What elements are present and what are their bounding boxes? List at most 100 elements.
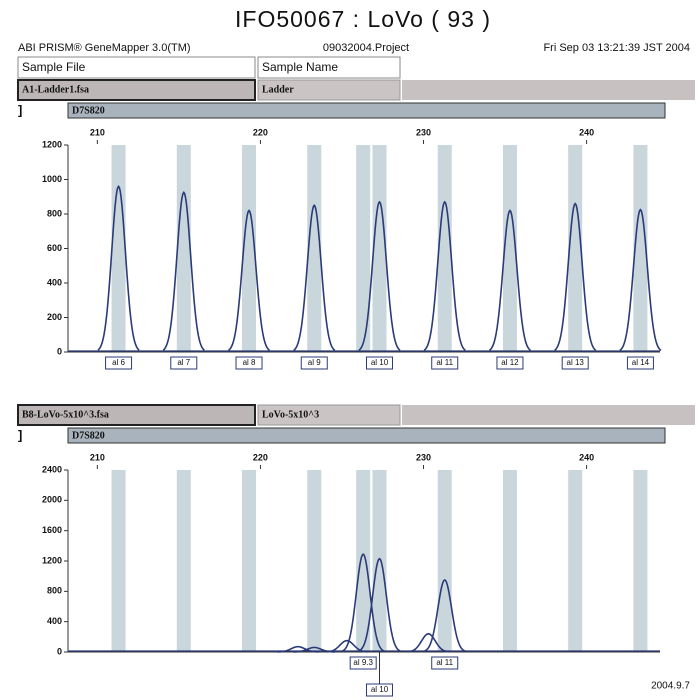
allele-bin bbox=[242, 470, 257, 652]
y-tick-label: 400 bbox=[47, 277, 62, 287]
date: Fri Sep 03 13:21:39 JST 2004 bbox=[543, 42, 690, 54]
y-tick-label: 1600 bbox=[42, 525, 62, 535]
row-filler bbox=[402, 405, 695, 425]
bracket: ] bbox=[18, 427, 22, 442]
allele-label: al 10 bbox=[371, 685, 389, 694]
peak bbox=[97, 184, 140, 351]
allele-label: al 12 bbox=[501, 358, 519, 367]
y-tick-label: 2400 bbox=[42, 464, 62, 474]
peak bbox=[358, 200, 401, 351]
sample-name-box bbox=[257, 79, 401, 101]
y-tick-label: 0 bbox=[57, 346, 62, 356]
allele-label: al 14 bbox=[632, 358, 650, 367]
y-tick-label: 800 bbox=[47, 208, 62, 218]
allele-bin bbox=[633, 145, 648, 352]
allele-label-box bbox=[431, 356, 459, 370]
page-title: IFO50067 : LoVo ( 93 ) bbox=[235, 6, 491, 32]
x-tick-label: 210 bbox=[90, 127, 105, 137]
allele-bin bbox=[568, 470, 583, 652]
peak bbox=[342, 553, 385, 652]
allele-label: al 8 bbox=[243, 358, 256, 367]
allele-label-box bbox=[365, 683, 393, 697]
sample-name: LoVo-5x10^3 bbox=[262, 409, 319, 420]
marker-bar bbox=[67, 427, 666, 444]
allele-bin bbox=[242, 145, 257, 352]
y-tick-label: 1200 bbox=[42, 139, 62, 149]
column-header: Sample File bbox=[22, 60, 86, 74]
allele-label-box bbox=[349, 656, 377, 670]
allele-bin bbox=[307, 145, 322, 352]
peak bbox=[407, 632, 450, 653]
sample-file-box bbox=[17, 79, 256, 101]
allele-bin bbox=[437, 145, 452, 352]
allele-label-box bbox=[365, 356, 393, 370]
y-tick-label: 0 bbox=[57, 646, 62, 656]
allele-bin bbox=[307, 470, 322, 652]
allele-bin bbox=[356, 145, 371, 352]
sample-file: B8-LoVo-5x10^3.fsa bbox=[22, 409, 109, 420]
bracket: ] bbox=[18, 102, 22, 117]
allele-label: al 6 bbox=[112, 358, 125, 367]
marker: D7S820 bbox=[72, 430, 105, 441]
column-header: Sample Name bbox=[262, 60, 338, 74]
software: ABI PRISM® GeneMapper 3.0(TM) bbox=[18, 42, 191, 54]
allele-label-box bbox=[300, 356, 328, 370]
y-tick-label: 600 bbox=[47, 243, 62, 253]
sample-name: Ladder bbox=[262, 84, 294, 95]
y-tick-label: 400 bbox=[47, 616, 62, 626]
peak bbox=[423, 579, 466, 652]
allele-bin bbox=[568, 145, 583, 352]
peak bbox=[293, 204, 336, 351]
peak bbox=[619, 208, 662, 352]
x-tick-label: 230 bbox=[416, 127, 431, 137]
x-tick-label: 220 bbox=[253, 127, 268, 137]
y-tick-label: 1000 bbox=[42, 174, 62, 184]
project: 09032004.Project bbox=[323, 42, 409, 54]
allele-label-box bbox=[561, 356, 589, 370]
allele-bin bbox=[176, 470, 191, 652]
peak bbox=[554, 202, 597, 351]
allele-bin bbox=[502, 145, 517, 352]
allele-bin bbox=[633, 470, 648, 652]
allele-label-box bbox=[235, 356, 263, 370]
y-tick-label: 200 bbox=[47, 312, 62, 322]
allele-bin bbox=[372, 145, 387, 352]
x-tick-label: 240 bbox=[579, 127, 594, 137]
allele-label: al 13 bbox=[567, 358, 585, 367]
footer-date: 2004.9.7 bbox=[651, 681, 690, 692]
allele-bin bbox=[502, 470, 517, 652]
peak bbox=[423, 200, 466, 351]
allele-label-box bbox=[431, 656, 459, 670]
allele-bin bbox=[356, 470, 371, 652]
x-tick-label: 210 bbox=[90, 452, 105, 462]
column-box bbox=[17, 56, 256, 79]
y-tick-label: 800 bbox=[47, 586, 62, 596]
allele-bin bbox=[176, 145, 191, 352]
x-tick-label: 230 bbox=[416, 452, 431, 462]
x-tick-label: 220 bbox=[253, 452, 268, 462]
allele-label: al 11 bbox=[436, 358, 453, 367]
y-tick-label: 2000 bbox=[42, 495, 62, 505]
allele-bin bbox=[111, 470, 126, 652]
sample-name-box bbox=[257, 404, 401, 426]
peak bbox=[358, 557, 401, 652]
allele-bin bbox=[372, 470, 387, 652]
x-tick-label: 240 bbox=[579, 452, 594, 462]
marker: D7S820 bbox=[72, 105, 105, 116]
allele-label-box bbox=[170, 356, 198, 370]
allele-label-box bbox=[496, 356, 524, 370]
sample-file: A1-Ladder1.fsa bbox=[22, 84, 89, 95]
allele-bin bbox=[111, 145, 126, 352]
allele-label: al 11 bbox=[436, 658, 453, 667]
allele-bin bbox=[437, 470, 452, 652]
allele-label: al 9 bbox=[308, 358, 321, 367]
row-filler bbox=[402, 80, 695, 100]
allele-label: al 7 bbox=[177, 358, 190, 367]
peak bbox=[488, 209, 532, 352]
peak bbox=[227, 209, 271, 352]
column-box bbox=[257, 56, 401, 79]
allele-label-box bbox=[626, 356, 654, 370]
sample-file-box bbox=[17, 404, 256, 426]
allele-label-box bbox=[105, 356, 133, 370]
